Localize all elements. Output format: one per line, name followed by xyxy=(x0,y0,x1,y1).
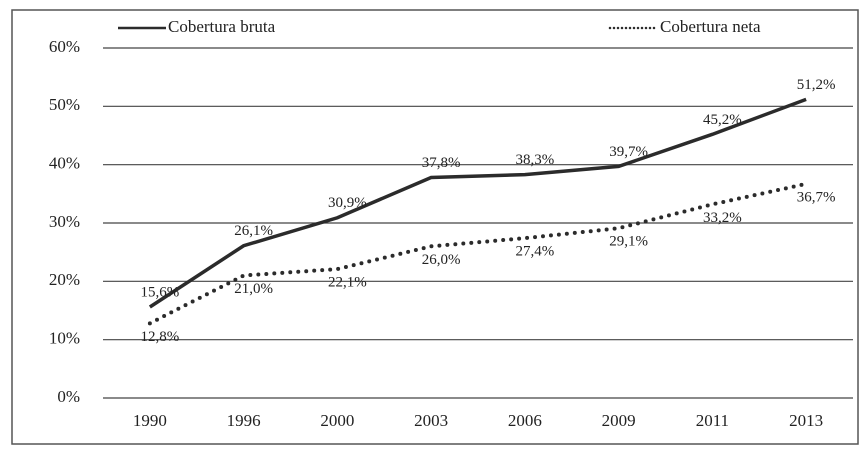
data-label: 30,9% xyxy=(328,195,367,211)
data-label: 36,7% xyxy=(797,189,836,205)
series-line xyxy=(147,181,809,326)
data-label: 12,8% xyxy=(141,329,180,345)
data-label: 27,4% xyxy=(516,244,555,260)
x-tick-label: 2003 xyxy=(414,411,448,430)
x-tick-label: 2011 xyxy=(696,411,729,430)
data-label: 37,8% xyxy=(422,155,461,171)
data-label: 39,7% xyxy=(609,144,648,160)
data-label: 51,2% xyxy=(797,77,836,93)
x-tick-label: 2009 xyxy=(602,411,636,430)
y-tick-label: 0% xyxy=(57,387,80,406)
x-tick-label: 1996 xyxy=(227,411,261,430)
y-tick-label: 50% xyxy=(49,95,80,114)
legend-label: Cobertura bruta xyxy=(168,17,276,36)
data-label: 29,1% xyxy=(609,234,648,250)
legend: Cobertura bruta Cobertura neta xyxy=(118,17,761,36)
x-tick-label: 1990 xyxy=(133,411,167,430)
y-tick-label: 10% xyxy=(49,329,80,348)
y-tick-label: 30% xyxy=(49,212,80,231)
y-tick-label: 40% xyxy=(49,154,80,173)
data-label: 45,2% xyxy=(703,112,742,128)
data-label: 38,3% xyxy=(516,152,555,168)
x-tick-label: 2000 xyxy=(320,411,354,430)
y-tick-label: 20% xyxy=(49,270,80,289)
chart-frame xyxy=(11,9,859,445)
data-label: 15,6% xyxy=(141,284,180,300)
data-label: 21,0% xyxy=(234,281,273,297)
legend-label: Cobertura neta xyxy=(660,17,761,36)
y-tick-label: 60% xyxy=(49,37,80,56)
data-label: 26,0% xyxy=(422,252,461,268)
series-line xyxy=(148,97,807,309)
x-tick-label: 2013 xyxy=(789,411,823,430)
data-label: 33,2% xyxy=(703,210,742,226)
x-tick-label: 2006 xyxy=(508,411,542,430)
data-label: 22,1% xyxy=(328,275,367,291)
data-label: 26,1% xyxy=(234,223,273,239)
